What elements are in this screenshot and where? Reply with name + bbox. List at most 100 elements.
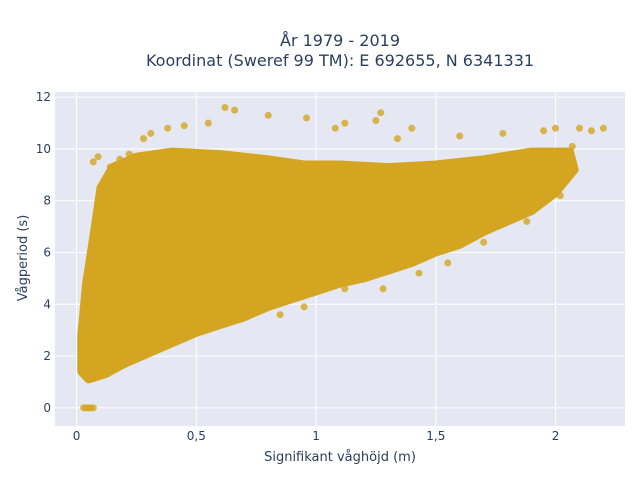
scatter-point bbox=[499, 129, 507, 137]
scatter-point bbox=[379, 285, 387, 293]
scatter-point bbox=[121, 347, 128, 355]
scatter-point bbox=[599, 124, 607, 132]
scatter-point bbox=[432, 161, 440, 168]
chart-title-line-1: År 1979 - 2019 bbox=[280, 31, 400, 50]
scatter-point bbox=[504, 218, 512, 225]
scatter-point bbox=[101, 362, 109, 370]
scatter-point bbox=[336, 280, 344, 288]
scatter-point bbox=[94, 212, 102, 220]
scatter-point bbox=[89, 158, 97, 166]
scatter-point bbox=[444, 259, 452, 267]
scatter-point bbox=[576, 124, 583, 132]
x-tick-label: 1,5 bbox=[426, 429, 445, 443]
scatter-point bbox=[125, 150, 133, 158]
scatter-point bbox=[101, 181, 109, 189]
x-axis-title: Signifikant våghöjd (m) bbox=[264, 450, 416, 465]
scatter-point bbox=[116, 155, 124, 163]
chart-title-line-2: Koordinat (Sweref 99 TM): E 692655, N 63… bbox=[146, 51, 534, 70]
scatter-point bbox=[147, 129, 155, 137]
scatter-point bbox=[89, 404, 97, 412]
scatter-point bbox=[204, 318, 212, 326]
scatter-point bbox=[276, 311, 284, 319]
scatter-point bbox=[87, 298, 95, 306]
y-tick-label: 2 bbox=[43, 349, 51, 363]
scatter-point bbox=[240, 311, 248, 319]
scatter-point bbox=[480, 238, 488, 246]
x-tick-label: 2 bbox=[552, 429, 560, 443]
scatter-point bbox=[221, 104, 229, 111]
y-tick-label: 0 bbox=[43, 401, 51, 415]
scatter-point bbox=[204, 119, 212, 127]
scatter-point bbox=[360, 274, 368, 282]
x-tick-label: 0 bbox=[73, 429, 81, 443]
scatter-point bbox=[394, 135, 401, 143]
scatter-point bbox=[384, 267, 392, 275]
scatter-point bbox=[300, 161, 308, 168]
scatter-point bbox=[130, 295, 138, 303]
scatter-point bbox=[432, 249, 440, 256]
scatter-point bbox=[556, 192, 564, 200]
scatter-point bbox=[384, 163, 392, 171]
x-tick-label: 0,5 bbox=[187, 429, 206, 443]
scatter-point bbox=[377, 109, 385, 117]
scatter-point bbox=[336, 161, 344, 168]
x-tick-labels: 0 0,5 1 1,5 2 bbox=[73, 429, 560, 443]
scatter-point bbox=[408, 259, 416, 267]
scatter-point bbox=[480, 155, 488, 163]
scatter-point bbox=[216, 150, 224, 158]
scatter-point bbox=[94, 365, 102, 373]
scatter-point bbox=[331, 124, 339, 132]
scatter-point bbox=[92, 241, 100, 249]
scatter-point bbox=[312, 287, 320, 295]
scatter-point bbox=[85, 282, 92, 290]
y-tick-label: 8 bbox=[43, 194, 51, 208]
scatter-point bbox=[523, 218, 531, 225]
scatter-point bbox=[415, 269, 423, 277]
scatter-point bbox=[121, 360, 128, 368]
scatter-points bbox=[77, 104, 607, 412]
scatter-point bbox=[94, 153, 102, 161]
scatter-point bbox=[132, 153, 140, 161]
scatter-point bbox=[106, 163, 114, 171]
y-tick-labels: 0 2 4 6 8 10 12 bbox=[36, 90, 51, 415]
scatter-point bbox=[144, 350, 152, 357]
scatter-point bbox=[77, 331, 85, 339]
scatter-point bbox=[87, 264, 95, 272]
scatter-point bbox=[341, 119, 349, 127]
scatter-point bbox=[264, 111, 272, 119]
scatter-point bbox=[85, 375, 92, 383]
scatter-point bbox=[528, 148, 536, 156]
scatter-point bbox=[571, 166, 579, 174]
scatter-point bbox=[168, 148, 176, 156]
scatter-point bbox=[216, 321, 224, 329]
scatter-point bbox=[168, 339, 176, 347]
scatter-point bbox=[288, 295, 296, 303]
scatter-point bbox=[588, 127, 595, 135]
scatter-point bbox=[408, 124, 416, 132]
scatter-point bbox=[528, 207, 536, 215]
scatter-point bbox=[101, 370, 109, 378]
scatter-point bbox=[341, 285, 349, 293]
scatter-point bbox=[540, 127, 548, 135]
scatter-point bbox=[82, 316, 90, 324]
scatter-point bbox=[192, 329, 200, 337]
scatter-point bbox=[77, 368, 85, 376]
scatter-point bbox=[89, 233, 97, 241]
scatter-point bbox=[303, 114, 310, 122]
scatter-point bbox=[566, 148, 574, 156]
y-tick-label: 12 bbox=[36, 90, 51, 104]
scatter-point-cloud bbox=[77, 147, 579, 384]
scatter-point bbox=[552, 124, 559, 132]
scatter-point bbox=[173, 326, 181, 334]
scatter-point bbox=[456, 241, 464, 249]
scatter-point bbox=[180, 122, 188, 130]
scatter-point bbox=[140, 135, 148, 143]
scatter-point bbox=[80, 342, 88, 350]
scatter-point bbox=[300, 303, 308, 311]
y-tick-label: 6 bbox=[43, 246, 51, 260]
scatter-point bbox=[164, 124, 172, 132]
scatter-point bbox=[372, 117, 380, 124]
scatter-point bbox=[144, 337, 152, 345]
scatter-point bbox=[231, 106, 239, 114]
y-axis-title: Vågperiod (s) bbox=[16, 215, 31, 302]
